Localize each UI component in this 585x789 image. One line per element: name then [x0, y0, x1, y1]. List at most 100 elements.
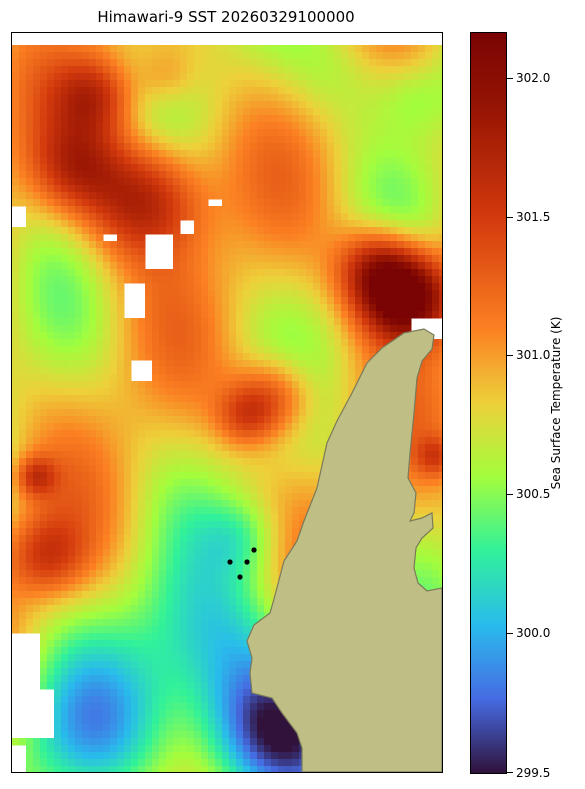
sst-cell [362, 150, 370, 158]
sst-cell [264, 486, 272, 494]
sst-cell [341, 374, 349, 382]
sst-cell [348, 388, 356, 396]
sst-cell [418, 129, 426, 137]
sst-cell [19, 563, 27, 571]
sst-cell [187, 479, 195, 487]
sst-cell [278, 129, 286, 137]
sst-cell [166, 318, 174, 326]
sst-cell [404, 227, 412, 235]
sst-cell [103, 150, 111, 158]
sst-cell [299, 199, 307, 207]
sst-cell [327, 59, 335, 67]
sst-cell [194, 234, 202, 242]
sst-cell [145, 612, 153, 620]
sst-cell [138, 381, 146, 389]
sst-cell [124, 472, 132, 480]
sst-cell [19, 591, 27, 599]
sst-cell [187, 423, 195, 431]
sst-cell [250, 507, 258, 515]
sst-cell [201, 192, 209, 200]
sst-cell [54, 479, 62, 487]
sst-cell [292, 129, 300, 137]
sst-cell [229, 423, 237, 431]
sst-cell [180, 157, 188, 165]
sst-cell [159, 367, 167, 375]
sst-cell [229, 325, 237, 333]
sst-cell [33, 339, 41, 347]
sst-cell [257, 80, 265, 88]
sst-cell [222, 290, 230, 298]
sst-cell [47, 136, 55, 144]
sst-cell [306, 304, 314, 312]
sst-cell [110, 507, 118, 515]
sst-cell [222, 136, 230, 144]
sst-cell [89, 129, 97, 137]
sst-cell [201, 220, 209, 228]
sst-cell [250, 150, 258, 158]
sst-cell [390, 136, 398, 144]
sst-cell [194, 45, 202, 53]
sst-cell [320, 45, 328, 53]
sst-cell [208, 234, 216, 242]
sst-cell [166, 59, 174, 67]
sst-cell [159, 185, 167, 193]
sst-cell [418, 115, 426, 123]
sst-cell [201, 59, 209, 67]
sst-cell [327, 304, 335, 312]
sst-cell [145, 269, 153, 277]
sst-cell [418, 458, 426, 466]
sst-cell [271, 129, 279, 137]
sst-cell [117, 171, 125, 179]
sst-cell [138, 227, 146, 235]
sst-cell [61, 136, 69, 144]
sst-cell [124, 185, 132, 193]
sst-cell [285, 101, 293, 109]
sst-cell [215, 395, 223, 403]
sst-cell [432, 122, 440, 130]
sst-cell [19, 297, 27, 305]
sst-cell [439, 563, 442, 571]
sst-cell [306, 255, 314, 263]
sst-cell [222, 213, 230, 221]
sst-cell [61, 514, 69, 522]
sst-cell [131, 276, 139, 284]
sst-cell [250, 444, 258, 452]
sst-cell [180, 598, 188, 606]
sst-cell [47, 304, 55, 312]
sst-cell [96, 192, 104, 200]
sst-cell [299, 507, 307, 515]
sst-cell [54, 297, 62, 305]
sst-cell [166, 192, 174, 200]
sst-cell [187, 500, 195, 508]
sst-cell [19, 416, 27, 424]
sst-cell [61, 353, 69, 361]
sst-cell [152, 570, 160, 578]
sst-cell [89, 360, 97, 368]
sst-cell [159, 507, 167, 515]
sst-cell [110, 591, 118, 599]
sst-cell [103, 612, 111, 620]
sst-cell [306, 374, 314, 382]
sst-cell [187, 248, 195, 256]
sst-cell [257, 612, 265, 620]
sst-cell [117, 52, 125, 60]
sst-cell [194, 220, 202, 228]
sst-cell [54, 66, 62, 74]
sst-cell [47, 395, 55, 403]
sst-cell [26, 605, 34, 613]
sst-cell [348, 276, 356, 284]
sst-cell [369, 339, 377, 347]
sst-cell [187, 150, 195, 158]
sst-cell [264, 311, 272, 319]
sst-cell [40, 255, 48, 263]
sst-cell [355, 192, 363, 200]
sst-cell [229, 409, 237, 417]
sst-cell [320, 213, 328, 221]
sst-cell [208, 437, 216, 445]
sst-cell [89, 444, 97, 452]
sst-cell [425, 241, 433, 249]
sst-cell [152, 353, 160, 361]
sst-cell [187, 73, 195, 81]
sst-cell [110, 563, 118, 571]
sst-cell [152, 500, 160, 508]
